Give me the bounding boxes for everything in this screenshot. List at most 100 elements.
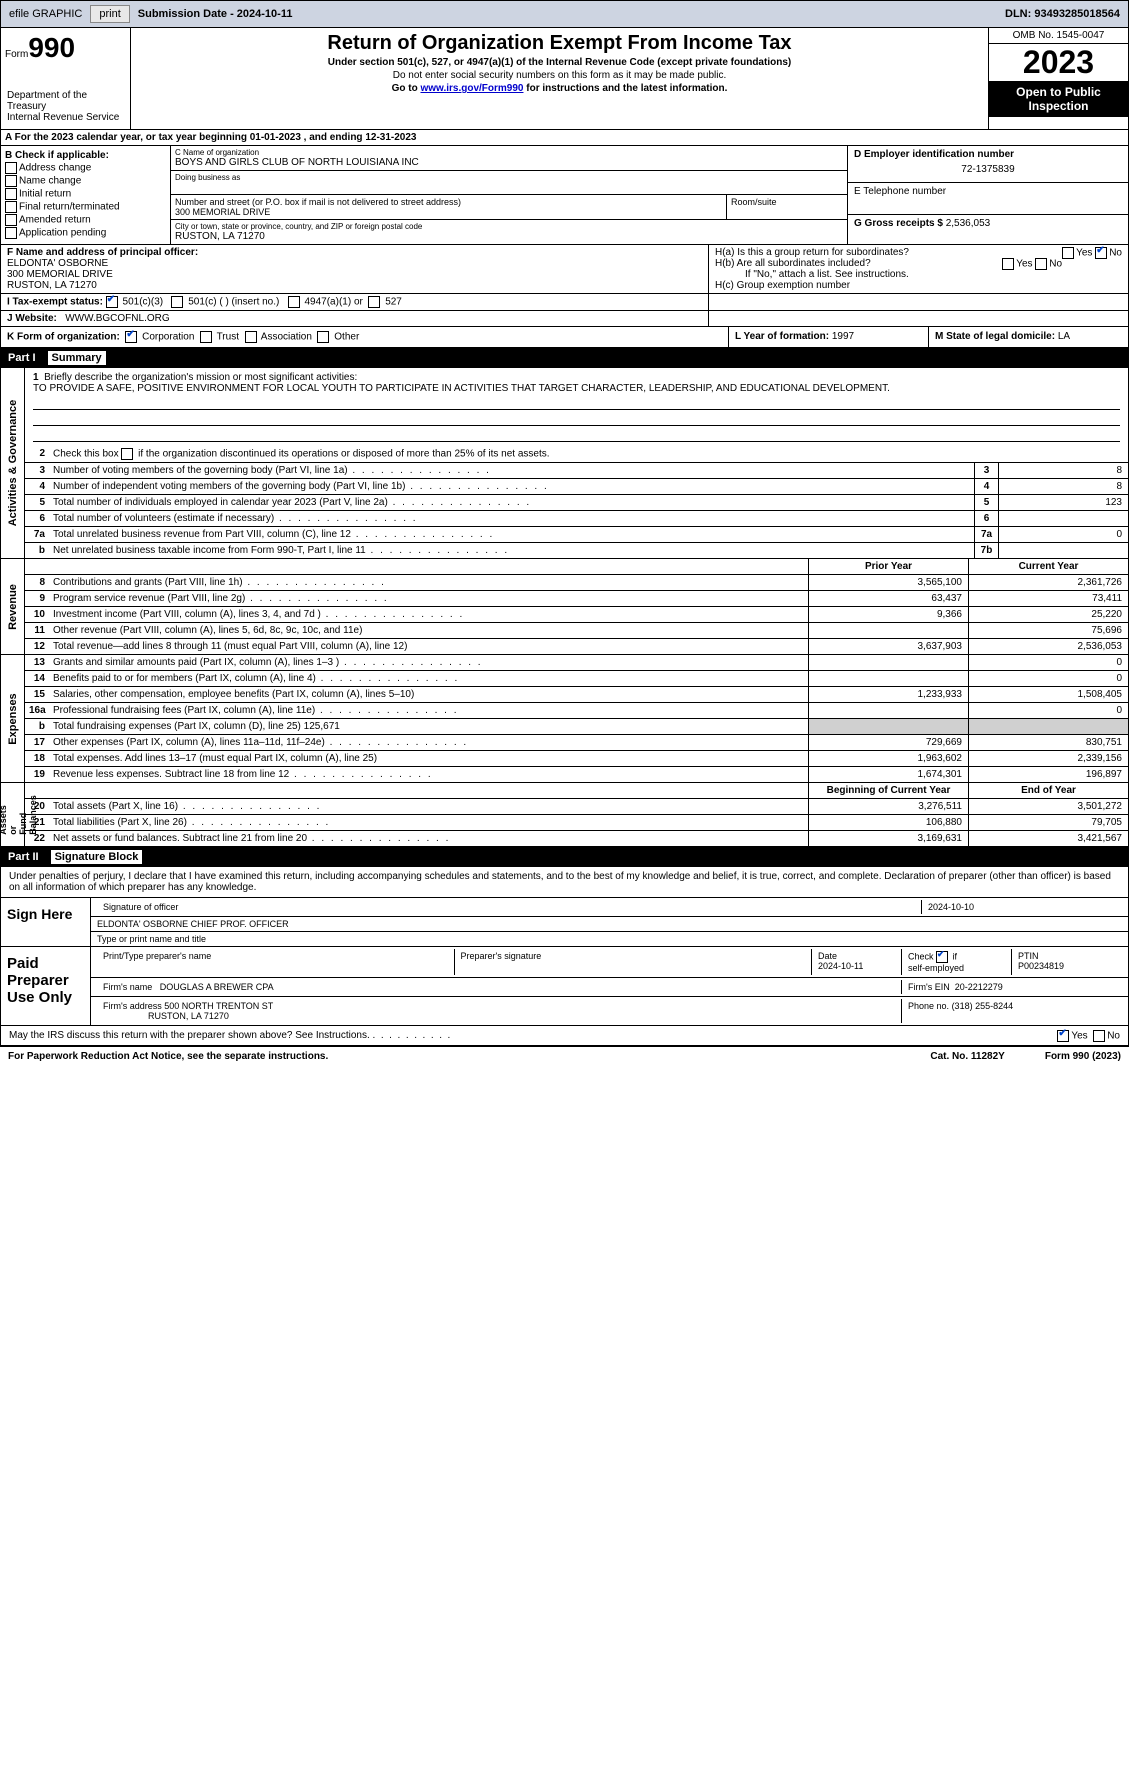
subtitle-2: Do not enter social security numbers on … — [135, 70, 984, 81]
hb-no[interactable] — [1035, 258, 1047, 270]
i-right-spacer — [708, 294, 1128, 310]
line-7b: bNet unrelated business taxable income f… — [25, 543, 1128, 558]
chk-501c[interactable] — [171, 296, 183, 308]
room-label: Room/suite — [731, 197, 843, 207]
klm-row: K Form of organization: Corporation Trus… — [0, 327, 1129, 348]
chk-address-change[interactable]: Address change — [5, 162, 166, 174]
chk-app-pending[interactable]: Application pending — [5, 227, 166, 239]
street-value: 300 MEMORIAL DRIVE — [175, 207, 722, 217]
activities-governance: Activities & Governance 1 Briefly descri… — [0, 368, 1129, 559]
part-2-header: Part II Signature Block — [0, 847, 1129, 867]
chk-self-employed[interactable] — [936, 951, 948, 963]
col-c: C Name of organization BOYS AND GIRLS CL… — [171, 146, 848, 244]
paid-preparer-label: Paid Preparer Use Only — [1, 947, 91, 1025]
footer-form: Form 990 (2023) — [1045, 1051, 1121, 1062]
chk-irs-yes[interactable] — [1057, 1030, 1069, 1042]
line-5: 5Total number of individuals employed in… — [25, 495, 1128, 511]
line-10: 10Investment income (Part VIII, column (… — [25, 607, 1128, 623]
type-title-label: Type or print name and title — [91, 932, 1128, 946]
chk-527[interactable] — [368, 296, 380, 308]
line-16a: 16aProfessional fundraising fees (Part I… — [25, 703, 1128, 719]
hb-yes[interactable] — [1002, 258, 1014, 270]
chk-501c3[interactable] — [106, 296, 118, 308]
officer-addr1: 300 MEMORIAL DRIVE — [7, 269, 702, 280]
line-13: 13Grants and similar amounts paid (Part … — [25, 655, 1128, 671]
j-label: J Website: — [7, 313, 57, 324]
part-1-header: Part I Summary — [0, 348, 1129, 368]
col-b: B Check if applicable: Address change Na… — [1, 146, 171, 244]
top-bar: efile GRAPHIC print Submission Date - 20… — [0, 0, 1129, 28]
part-1-num: Part I — [8, 352, 36, 364]
form-word: Form — [5, 49, 28, 60]
chk-irs-no[interactable] — [1093, 1030, 1105, 1042]
officer-box: F Name and address of principal officer:… — [1, 245, 708, 293]
irs-link[interactable]: www.irs.gov/Form990 — [420, 83, 523, 94]
chk-trust[interactable] — [200, 331, 212, 343]
officer-addr2: RUSTON, LA 71270 — [7, 280, 702, 291]
gross-value: 2,536,053 — [946, 218, 991, 229]
line-14: 14Benefits paid to or for members (Part … — [25, 671, 1128, 687]
dba-label: Doing business as — [175, 173, 843, 182]
chk-other[interactable] — [317, 331, 329, 343]
sig-officer-label: Signature of officer — [103, 902, 915, 912]
line-1: 1 Briefly describe the organization's mi… — [25, 368, 1128, 446]
signature-block: Under penalties of perjury, I declare th… — [0, 867, 1129, 1046]
city-value: RUSTON, LA 71270 — [175, 231, 843, 242]
expenses-section: Expenses 13Grants and similar amounts pa… — [0, 655, 1129, 783]
chk-name-change[interactable]: Name change — [5, 175, 166, 187]
tax-status-box: I Tax-exempt status: 501(c)(3) 501(c) ( … — [1, 294, 708, 310]
chk-4947[interactable] — [288, 296, 300, 308]
street-label: Number and street (or P.O. box if mail i… — [175, 197, 722, 207]
footer-left: For Paperwork Reduction Act Notice, see … — [8, 1051, 328, 1062]
line-9: 9Program service revenue (Part VIII, lin… — [25, 591, 1128, 607]
chk-amended[interactable]: Amended return — [5, 214, 166, 226]
i-label: I Tax-exempt status: — [7, 297, 103, 308]
city-box: City or town, state or province, country… — [171, 220, 847, 244]
paid-preparer-row: Paid Preparer Use Only Print/Type prepar… — [1, 946, 1128, 1025]
line-8: 8Contributions and grants (Part VIII, li… — [25, 575, 1128, 591]
vtab-activities: Activities & Governance — [1, 368, 25, 558]
hdr-curr: Current Year — [968, 559, 1128, 574]
chk-corp[interactable] — [125, 331, 137, 343]
hdr-prior: Prior Year — [808, 559, 968, 574]
form-number-cell: Form990 Department of the Treasury Inter… — [1, 28, 131, 129]
chk-assoc[interactable] — [245, 331, 257, 343]
line-15: 15Salaries, other compensation, employee… — [25, 687, 1128, 703]
firm-ein: 20-2212279 — [955, 982, 1003, 992]
prep-date: 2024-10-11 — [818, 961, 863, 971]
h-a: H(a) Is this a group return for subordin… — [715, 247, 1122, 258]
main-info: B Check if applicable: Address change Na… — [0, 146, 1129, 245]
sub3-post: for instructions and the latest informat… — [523, 83, 727, 94]
ha-no[interactable] — [1095, 247, 1107, 259]
ha-yes[interactable] — [1062, 247, 1074, 259]
j-row: J Website: WWW.BGCOFNL.ORG — [0, 311, 1129, 327]
org-name: BOYS AND GIRLS CLUB OF NORTH LOUISIANA I… — [175, 157, 843, 168]
line-2: 2Check this box Check this box if the or… — [25, 446, 1128, 463]
val-3: 8 — [998, 463, 1128, 478]
print-button[interactable]: print — [90, 5, 129, 23]
chk-final-return[interactable]: Final return/terminated — [5, 201, 166, 213]
room-box: Room/suite — [727, 195, 847, 219]
line-21: 21Total liabilities (Part X, line 26)106… — [25, 815, 1128, 831]
net-assets-section: Net Assets or Fund Balances Beginning of… — [0, 783, 1129, 847]
phone-label: E Telephone number — [854, 186, 1122, 197]
gross-receipts-box: G Gross receipts $ 2,536,053 — [848, 215, 1128, 232]
chk-initial-return[interactable]: Initial return — [5, 188, 166, 200]
beg-end-header: Beginning of Current YearEnd of Year — [25, 783, 1128, 799]
ein-label: D Employer identification number — [854, 149, 1122, 160]
val-6 — [998, 511, 1128, 526]
line-3: 3Number of voting members of the governi… — [25, 463, 1128, 479]
vtab-revenue: Revenue — [1, 559, 25, 654]
subtitle-1: Under section 501(c), 527, or 4947(a)(1)… — [135, 57, 984, 68]
line-20: 20Total assets (Part X, line 16)3,276,51… — [25, 799, 1128, 815]
tax-year: 2023 — [989, 44, 1128, 81]
part-2-num: Part II — [8, 851, 39, 863]
chk-discontinued[interactable] — [121, 448, 133, 460]
h-b-note: If "No," attach a list. See instructions… — [715, 269, 1122, 280]
website-box: J Website: WWW.BGCOFNL.ORG — [1, 311, 708, 326]
ptin: P00234819 — [1018, 961, 1064, 971]
sig-date: 2024-10-10 — [922, 900, 1122, 914]
efile-label: efile GRAPHIC — [9, 8, 82, 20]
officer-name: ELDONTA' OSBORNE — [7, 258, 702, 269]
part-1-title: Summary — [48, 351, 106, 365]
